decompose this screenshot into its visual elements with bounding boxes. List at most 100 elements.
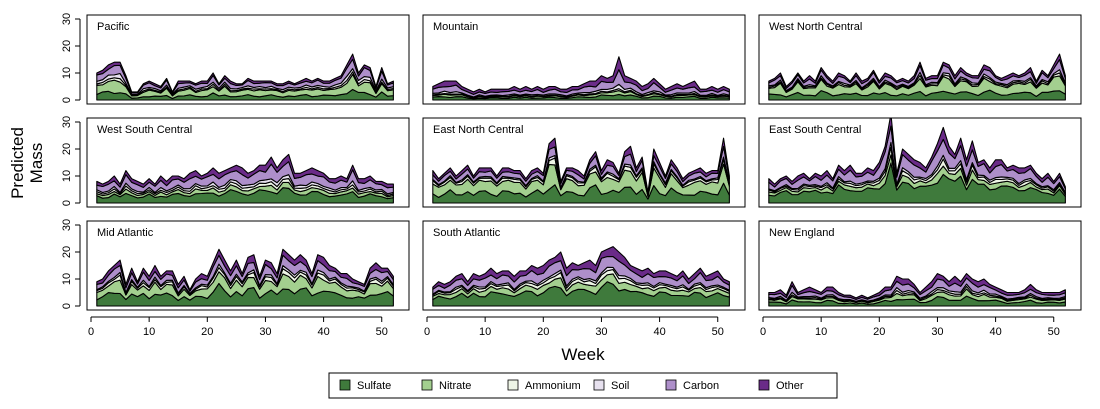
panel-areas <box>768 273 1066 307</box>
legend-item-carbon: Carbon <box>665 379 719 392</box>
y-tick-label: 0 <box>61 303 73 309</box>
x-tick-label: 20 <box>201 326 213 338</box>
legend-swatch <box>593 379 605 391</box>
panel-title: Mid Atlantic <box>97 227 154 239</box>
x-tick-label: 10 <box>479 326 491 338</box>
x-tick-label: 0 <box>424 326 430 338</box>
panel-border <box>758 14 1082 105</box>
legend-box <box>328 372 838 399</box>
x-tick-label: 0 <box>760 326 766 338</box>
legend-swatch <box>665 379 677 391</box>
area-other <box>768 273 1066 300</box>
area-other <box>432 137 730 194</box>
area-other <box>768 53 1066 89</box>
x-tick-label: 20 <box>537 326 549 338</box>
panel-areas <box>96 53 394 101</box>
legend-label: Ammonium <box>525 380 581 392</box>
panel-east-north-central: East North Central <box>422 117 746 208</box>
panel-border <box>422 220 746 311</box>
x-tick-label: 40 <box>317 326 329 338</box>
x-axis-title: Week <box>561 345 605 364</box>
x-tick-label: 30 <box>931 326 943 338</box>
panel-title: Pacific <box>97 21 130 33</box>
legend-item-soil: Soil <box>593 379 629 392</box>
area-other <box>432 246 730 290</box>
legend-swatch <box>507 379 519 391</box>
panel-areas <box>96 248 394 307</box>
panel-areas <box>432 137 730 204</box>
area-other <box>96 153 394 189</box>
y-tick-label: 20 <box>61 246 73 258</box>
panel-areas <box>768 53 1066 101</box>
y-tick-label: 10 <box>61 170 73 182</box>
panels-layer: Pacific 0 10 20 30 Mountain West North Central… <box>61 13 1082 338</box>
y-tick-label: 10 <box>61 273 73 285</box>
panel-title: Mountain <box>433 21 478 33</box>
legend-swatch <box>758 379 770 391</box>
legend-label: Other <box>776 380 804 392</box>
panel-areas <box>432 246 730 307</box>
y-tick-label: 0 <box>61 200 73 206</box>
panel-south-atlantic: South Atlantic 0 10 20 30 40 50 <box>422 220 746 338</box>
panel-border <box>422 117 746 208</box>
legend-item-ammonium: Ammonium <box>507 379 581 392</box>
legend-swatch <box>421 379 433 391</box>
panel-east-south-central: East South Central <box>758 117 1082 208</box>
panel-border <box>86 220 410 311</box>
legend-swatch <box>339 379 351 391</box>
x-tick-label: 30 <box>595 326 607 338</box>
x-tick-label: 10 <box>143 326 155 338</box>
legend-item-nitrate: Nitrate <box>421 379 471 392</box>
panel-mountain: Mountain <box>422 14 746 105</box>
x-tick-label: 50 <box>1048 326 1060 338</box>
panel-mid-atlantic: Mid Atlantic 0 10 20 30 0 10 20 30 40 50 <box>61 219 410 338</box>
x-tick-label: 10 <box>815 326 827 338</box>
legend-label: Sulfate <box>357 380 391 392</box>
panel-border <box>758 220 1082 311</box>
x-tick-label: 40 <box>653 326 665 338</box>
panel-border <box>86 117 410 208</box>
panel-border <box>422 14 746 105</box>
panel-title: South Atlantic <box>433 227 501 239</box>
legend-label: Soil <box>611 380 629 392</box>
panel-title: New England <box>769 227 834 239</box>
y-tick-label: 20 <box>61 40 73 52</box>
x-tick-label: 20 <box>873 326 885 338</box>
y-tick-label: 30 <box>61 219 73 231</box>
y-axis-title-line1: Predicted <box>8 127 27 199</box>
legend-item-other: Other <box>758 379 804 392</box>
panel-title: West South Central <box>97 124 192 136</box>
panel-title: West North Central <box>769 21 862 33</box>
panel-areas <box>768 118 1066 204</box>
panel-areas <box>96 153 394 204</box>
y-tick-label: 30 <box>61 116 73 128</box>
legend-item-sulfate: Sulfate <box>339 379 391 392</box>
y-axis-title-line2: Mass <box>27 143 46 184</box>
panel-title: East South Central <box>769 124 861 136</box>
x-tick-label: 50 <box>712 326 724 338</box>
x-tick-label: 50 <box>376 326 388 338</box>
y-tick-label: 30 <box>61 13 73 25</box>
x-tick-label: 30 <box>259 326 271 338</box>
legend-label: Nitrate <box>439 380 471 392</box>
panel-border <box>758 117 1082 208</box>
panel-border <box>86 14 410 105</box>
panel-new-england: New England 0 10 20 30 40 50 <box>758 220 1082 338</box>
area-other <box>768 118 1066 190</box>
area-other <box>432 56 730 95</box>
panel-areas <box>432 56 730 101</box>
area-other <box>96 248 394 292</box>
y-tick-label: 0 <box>61 97 73 103</box>
y-tick-label: 20 <box>61 143 73 155</box>
legend: Sulfate Nitrate Ammonium Soil Carbon Other <box>328 372 838 399</box>
y-tick-label: 10 <box>61 67 73 79</box>
panel-pacific: Pacific 0 10 20 30 <box>61 13 410 105</box>
panel-west-south-central: West South Central 0 10 20 30 <box>61 116 410 208</box>
legend-label: Carbon <box>683 380 719 392</box>
panel-title: East North Central <box>433 124 523 136</box>
x-tick-label: 40 <box>989 326 1001 338</box>
x-tick-label: 0 <box>88 326 94 338</box>
area-other <box>96 53 394 94</box>
panel-west-north-central: West North Central <box>758 14 1082 105</box>
